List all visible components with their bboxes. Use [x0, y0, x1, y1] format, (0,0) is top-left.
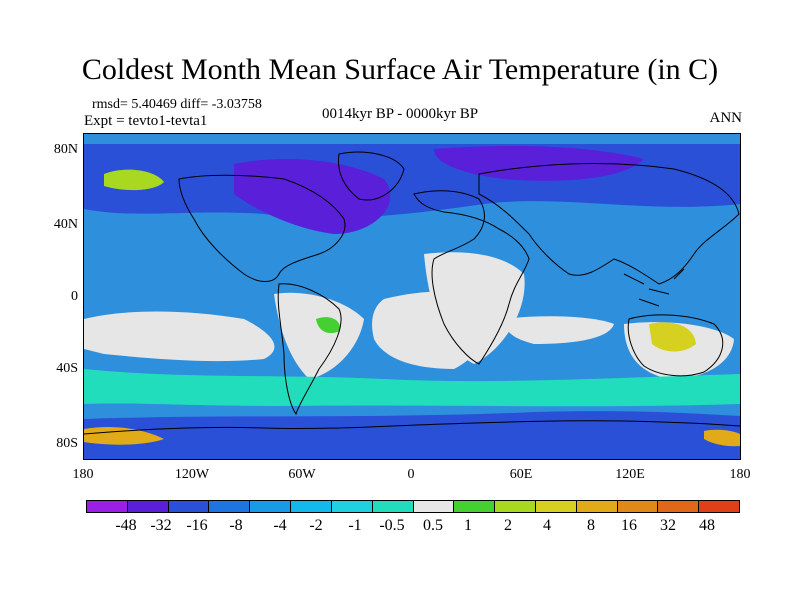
alaska-warm-patch — [104, 169, 164, 191]
colorbar-label: -0.5 — [379, 517, 405, 534]
colorbar-label: 1 — [464, 517, 472, 534]
south-america-neutral — [274, 292, 364, 379]
colorbar-label: -2 — [309, 517, 323, 534]
period-label: 0014kyr BP - 0000kyr BP — [322, 106, 479, 122]
colorbar-swatch — [209, 501, 251, 512]
colorbar-label: -32 — [150, 517, 172, 534]
colorbar-label: 2 — [504, 517, 512, 534]
lon-label-180w: 180 — [72, 467, 94, 482]
lat-label-80s: 80S — [56, 436, 78, 451]
lat-label-80n: 80N — [53, 142, 78, 157]
temperature-field — [84, 144, 740, 459]
colorbar-label: -16 — [186, 517, 208, 534]
lon-label-180e: 180 — [729, 467, 751, 482]
colorbar-label: 4 — [543, 517, 551, 534]
siberia-cold — [434, 146, 644, 181]
europe-africa-coast — [413, 190, 530, 365]
antarctic-warm-patch-west — [84, 427, 164, 445]
colorbar-label: 0.5 — [423, 517, 443, 534]
southern-aqua-band — [84, 369, 740, 407]
colorbar-swatch — [87, 501, 128, 512]
colorbar-label: 16 — [621, 517, 637, 534]
pacific-neutral-patch — [84, 311, 275, 362]
colorbar-swatch — [291, 501, 332, 512]
antarctica-coast — [84, 420, 740, 435]
greenland-coast — [337, 151, 405, 201]
colorbar-swatch — [658, 501, 700, 512]
lon-label-60w: 60W — [288, 467, 316, 482]
lat-label-40s: 40S — [56, 361, 78, 376]
colorbar-swatch — [576, 501, 618, 512]
lat-label-40n: 40N — [53, 217, 78, 232]
colorbar-swatch — [372, 501, 414, 512]
africa-neutral — [424, 252, 525, 364]
colorbar-label: 8 — [587, 517, 595, 534]
colorbar-swatch — [535, 501, 577, 512]
colorbar-swatch — [699, 501, 739, 512]
colorbar-label: 48 — [699, 517, 715, 534]
colorbar-label: -1 — [348, 517, 362, 534]
colorbar-label: -8 — [229, 517, 243, 534]
lon-label-60e: 60E — [509, 467, 533, 482]
lat-label-0: 0 — [71, 289, 78, 304]
north-america-coast — [178, 174, 346, 282]
season-label: ANN — [709, 110, 743, 126]
australia-warm-patch — [649, 322, 696, 352]
asia-coast — [478, 163, 740, 285]
colorbar-swatch — [250, 501, 292, 512]
colorbar-swatch — [413, 501, 455, 512]
colorbar — [86, 500, 740, 513]
antarctic-cold-band — [84, 411, 740, 459]
colorbar-swatch — [495, 501, 536, 512]
arctic-cold-band — [84, 144, 740, 219]
colorbar-swatch — [127, 501, 169, 512]
temperature-map — [84, 144, 740, 459]
colorbar-label: 32 — [660, 517, 676, 534]
australia-coast — [627, 314, 724, 377]
map-title: Coldest Month Mean Surface Air Temperatu… — [81, 53, 719, 86]
stats-line: rmsd= 5.40469 diff= -3.03758 — [92, 97, 262, 112]
colorbar-swatch — [331, 501, 373, 512]
colorbar-swatch — [454, 501, 496, 512]
colorbar-label: -48 — [115, 517, 137, 534]
indian-neutral-patch — [504, 316, 614, 344]
lon-label-0: 0 — [407, 467, 415, 482]
south-america-coast — [277, 283, 342, 416]
lon-label-120w: 120W — [174, 467, 210, 482]
colorbar-swatch — [168, 501, 210, 512]
colorbar-label: -4 — [273, 517, 287, 534]
colorbar-swatch — [617, 501, 659, 512]
experiment-line: Expt = tevto1-tevta1 — [84, 113, 208, 129]
maritime-islands — [623, 268, 685, 307]
map-panel — [83, 133, 741, 460]
coastlines — [84, 151, 740, 435]
antarctic-warm-patch-east — [704, 429, 740, 447]
brazil-warm-patch — [316, 317, 341, 334]
lon-label-120e: 120E — [615, 467, 645, 482]
